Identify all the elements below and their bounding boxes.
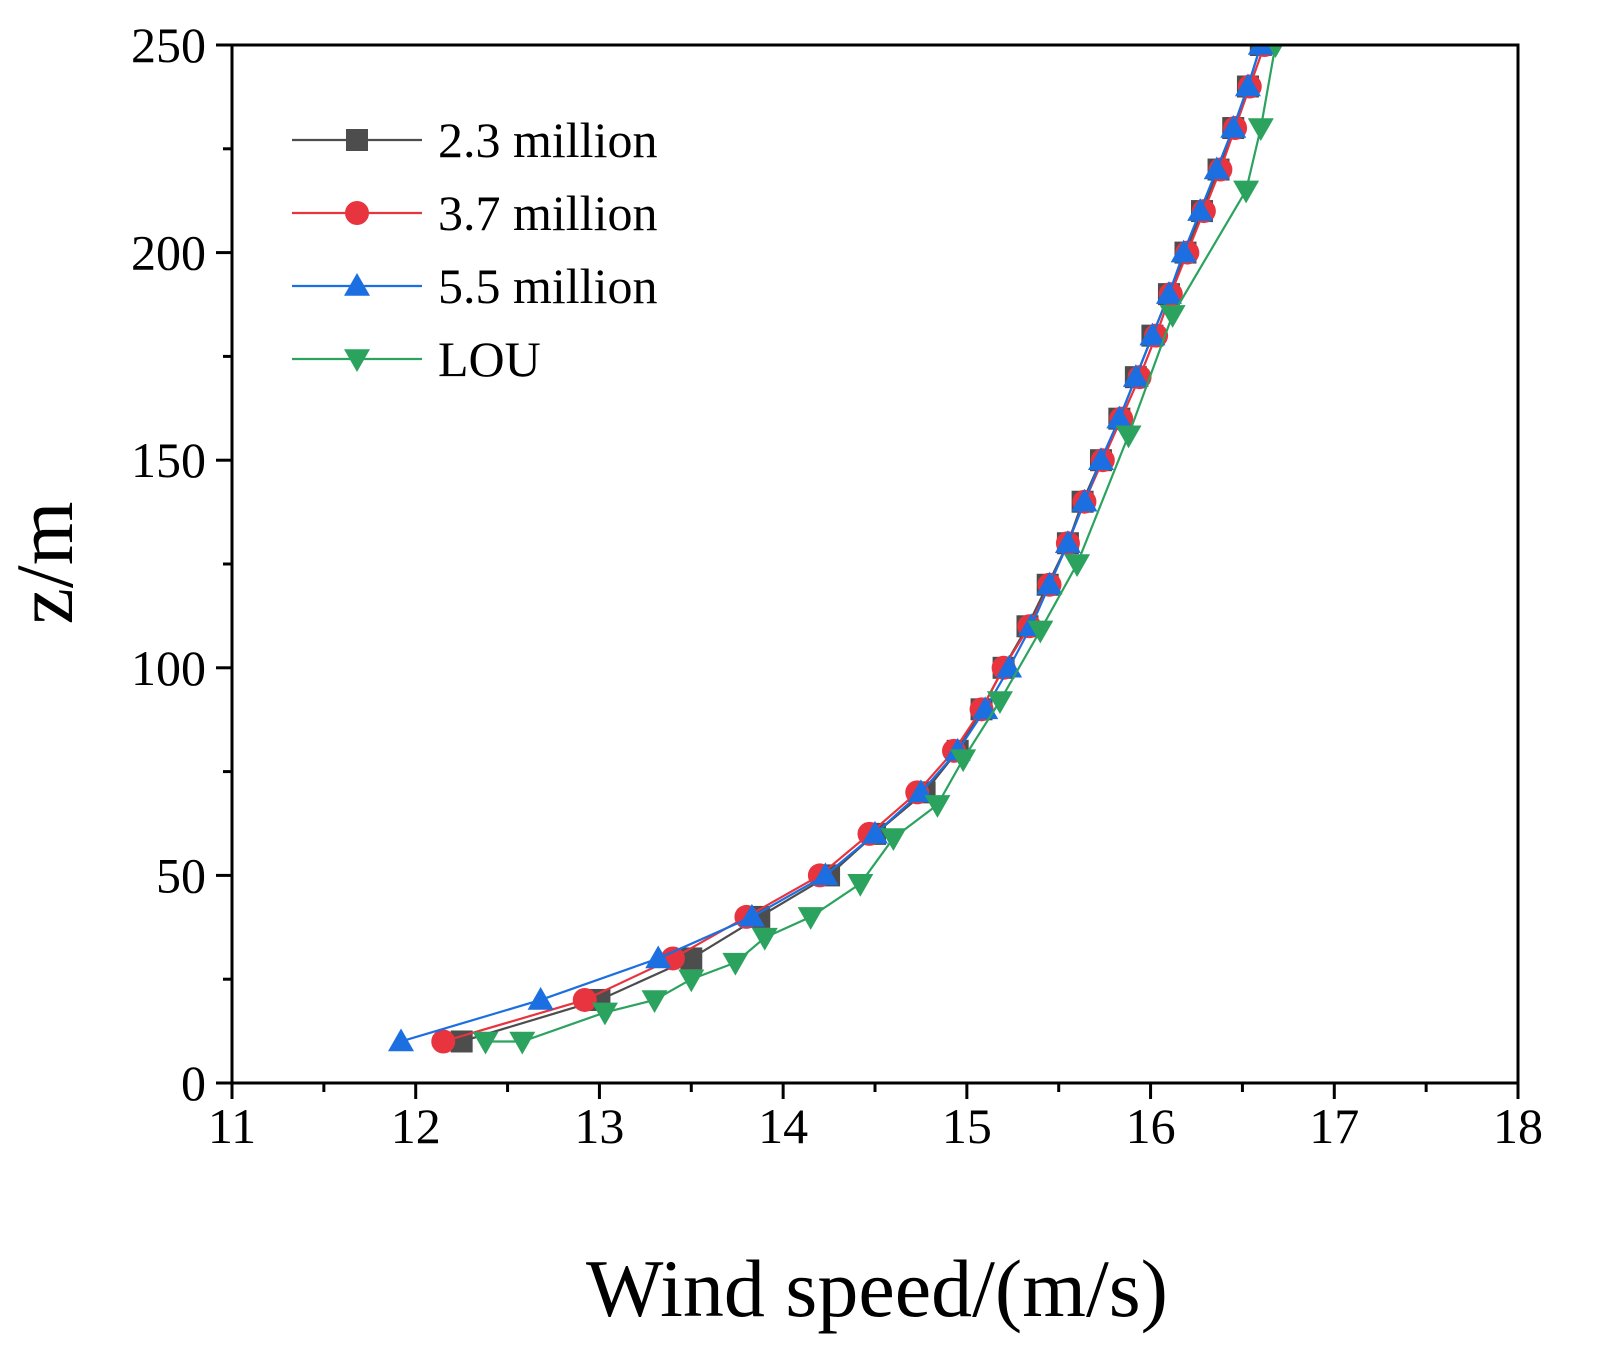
legend: 2.3 million 3.7 million 5.5 million LOU xyxy=(292,112,657,387)
data-point xyxy=(950,749,977,773)
data-point xyxy=(680,947,703,970)
x-tick-label: 16 xyxy=(1126,1098,1176,1154)
data-point xyxy=(1071,488,1098,512)
data-point xyxy=(797,907,824,930)
data-point xyxy=(1220,115,1247,138)
data-point xyxy=(1027,620,1054,644)
y-tick-label: 200 xyxy=(131,225,206,281)
legend-marker xyxy=(345,201,369,225)
data-point xyxy=(1115,425,1142,449)
legend-label: 5.5 million xyxy=(438,258,657,314)
legend-item: 5.5 million xyxy=(292,258,657,314)
y-tick-label: 250 xyxy=(131,17,206,73)
data-point xyxy=(1054,530,1081,553)
data-point xyxy=(722,952,749,976)
y-tick-label: 150 xyxy=(131,432,206,488)
data-point xyxy=(986,691,1013,715)
data-point xyxy=(862,820,888,844)
data-point xyxy=(1139,322,1166,346)
plot-frame xyxy=(230,43,1520,1085)
data-point xyxy=(678,969,705,993)
x-tick-label: 18 xyxy=(1493,1098,1543,1154)
data-point xyxy=(572,987,597,1012)
y-tick-label: 50 xyxy=(156,847,206,903)
data-point xyxy=(509,1031,536,1055)
data-point xyxy=(1122,364,1149,387)
legend-item: 2.3 million xyxy=(292,112,657,168)
x-tick-label: 13 xyxy=(574,1098,624,1154)
plot-area xyxy=(388,45,1283,1055)
data-point xyxy=(1203,156,1230,180)
y-axis-title: z/m xyxy=(0,502,90,625)
x-tick-label: 15 xyxy=(942,1098,992,1154)
data-point xyxy=(431,1029,456,1054)
data-point xyxy=(641,990,668,1013)
data-point xyxy=(1064,554,1091,577)
x-tick-label: 14 xyxy=(758,1098,808,1154)
data-point xyxy=(1087,447,1114,470)
legend-item: LOU xyxy=(292,331,541,387)
data-point xyxy=(1159,305,1186,328)
data-point xyxy=(645,945,672,969)
legend-label: LOU xyxy=(438,331,541,387)
y-tick-label: 100 xyxy=(131,640,206,696)
data-point xyxy=(924,795,951,818)
data-point xyxy=(1170,239,1197,263)
data-point xyxy=(1036,571,1063,595)
data-point xyxy=(1106,405,1133,429)
series-lou xyxy=(472,45,1283,1055)
data-point xyxy=(388,1028,415,1052)
data-point xyxy=(1187,198,1214,221)
data-point xyxy=(527,986,554,1010)
data-point xyxy=(472,1031,499,1055)
legend-marker xyxy=(344,349,370,372)
data-point xyxy=(1234,73,1261,97)
x-tick-label: 12 xyxy=(391,1098,441,1154)
legend-item: 3.7 million xyxy=(292,185,657,241)
legend-label: 2.3 million xyxy=(438,112,657,168)
x-tick-label: 17 xyxy=(1309,1098,1359,1154)
data-point xyxy=(1233,180,1260,204)
legend-label: 3.7 million xyxy=(438,185,657,241)
data-point xyxy=(1247,45,1274,55)
legend-marker xyxy=(346,129,368,151)
data-point xyxy=(1268,45,1283,58)
data-point xyxy=(1247,118,1274,142)
y-tick-label: 0 xyxy=(181,1055,206,1111)
data-point xyxy=(751,927,778,951)
x-tick-label: 11 xyxy=(208,1098,256,1154)
data-point xyxy=(591,1002,618,1026)
x-axis-title: Wind speed/(m/s) xyxy=(586,1243,1168,1334)
data-point xyxy=(847,873,874,897)
data-point xyxy=(738,903,765,927)
axes: 11 12 13 14 15 16 17 18 0 50 100 150 200 250 xyxy=(131,17,1543,1154)
legend-marker xyxy=(344,273,370,296)
data-point xyxy=(1155,281,1182,304)
data-point xyxy=(812,862,839,886)
data-point xyxy=(450,1030,473,1053)
data-point xyxy=(880,828,907,852)
